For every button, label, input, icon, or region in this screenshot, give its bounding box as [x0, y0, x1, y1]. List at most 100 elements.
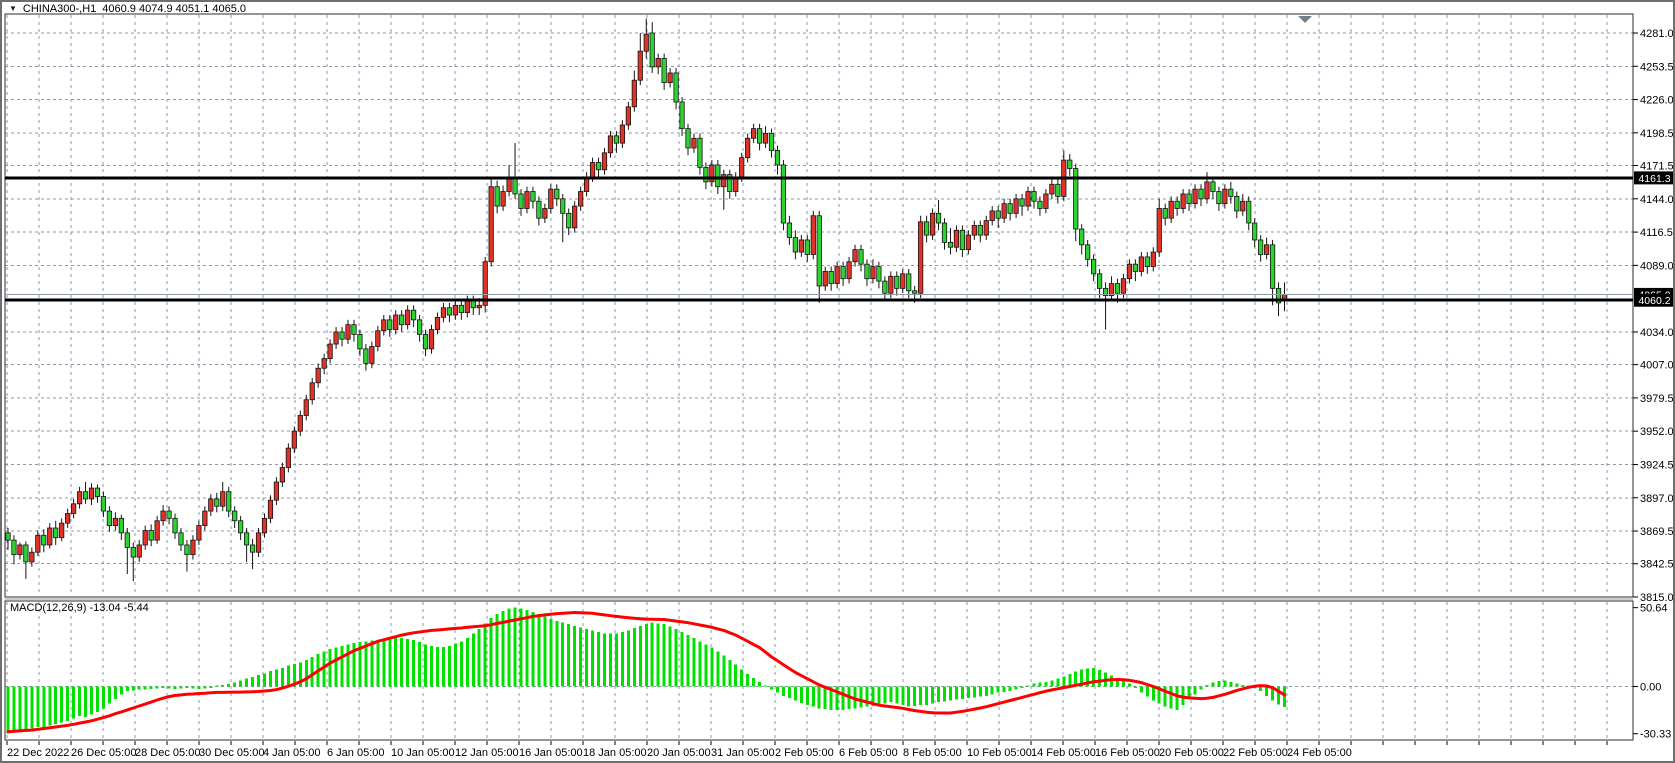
candle	[303, 399, 309, 416]
macd-indicator-label: MACD(12,26,9) -13.04 -5.44	[10, 602, 149, 614]
candle	[870, 266, 876, 280]
candle	[512, 176, 518, 195]
candle	[65, 513, 71, 524]
candle	[1210, 181, 1216, 192]
candle	[1186, 193, 1192, 205]
candle	[1055, 183, 1061, 197]
candle	[488, 186, 494, 263]
price-badges: 4161.34065.04060.2	[1634, 171, 1675, 307]
candle	[727, 174, 733, 192]
candle	[297, 415, 303, 432]
candle	[1144, 256, 1150, 267]
macd-signal-line	[6, 611, 1286, 734]
svg-text:50.64: 50.64	[1640, 603, 1668, 615]
candle	[1067, 159, 1073, 169]
candle	[261, 517, 268, 534]
svg-text:4253.5: 4253.5	[1640, 61, 1674, 73]
svg-text:4281.0: 4281.0	[1640, 28, 1674, 40]
candle	[691, 137, 697, 149]
candle	[643, 33, 649, 52]
candle	[1216, 191, 1222, 205]
candle	[1079, 228, 1085, 246]
candle	[1049, 183, 1055, 195]
svg-text:4034.0: 4034.0	[1640, 327, 1674, 339]
candle	[595, 162, 602, 171]
svg-text:10 Jan 05:00: 10 Jan 05:00	[391, 747, 455, 759]
candle	[589, 162, 596, 178]
svg-text:6 Feb 05:00: 6 Feb 05:00	[839, 747, 898, 759]
candle	[279, 467, 285, 483]
candle	[739, 157, 745, 178]
candlesticks	[5, 18, 1288, 582]
candle	[697, 137, 703, 168]
candle	[918, 221, 924, 294]
candle	[196, 525, 202, 541]
svg-text:4089.0: 4089.0	[1640, 260, 1674, 272]
candle	[1275, 287, 1282, 304]
candle	[136, 544, 142, 558]
candle	[882, 280, 888, 294]
candle	[1240, 200, 1246, 212]
svg-text:16 Jan 05:00: 16 Jan 05:00	[519, 747, 583, 759]
candle	[190, 539, 196, 556]
candle	[76, 491, 83, 505]
candle	[912, 290, 918, 294]
candle	[363, 348, 369, 364]
candle	[894, 275, 900, 289]
svg-text:4007.0: 4007.0	[1640, 360, 1674, 372]
svg-text:12 Jan 05:00: 12 Jan 05:00	[455, 747, 519, 759]
candle	[220, 491, 226, 507]
candle	[1192, 188, 1198, 205]
candle	[160, 510, 166, 522]
chart-titlebar: ▼ CHINA300-,H1 4060.9 4074.9 4051.1 4065…	[9, 2, 246, 15]
candle	[232, 510, 238, 522]
candle	[679, 101, 685, 130]
candle	[667, 72, 673, 84]
candle	[41, 534, 47, 546]
svg-text:3815.0: 3815.0	[1640, 592, 1674, 604]
candle	[381, 319, 387, 332]
candle	[530, 191, 536, 202]
svg-text:4060.2: 4060.2	[1638, 295, 1670, 307]
svg-text:22 Dec 2022: 22 Dec 2022	[7, 747, 69, 759]
svg-text:4144.0: 4144.0	[1640, 194, 1674, 206]
horizontal-level-lines[interactable]	[5, 176, 1633, 302]
candle	[834, 266, 840, 284]
candle	[35, 534, 41, 553]
svg-text:3952.0: 3952.0	[1640, 426, 1674, 438]
candle	[1108, 283, 1115, 297]
candle	[858, 249, 864, 265]
svg-text:18 Jan 05:00: 18 Jan 05:00	[583, 747, 647, 759]
candle	[5, 532, 11, 541]
candle	[357, 333, 363, 350]
candle	[238, 520, 244, 534]
grid-lines	[5, 15, 1633, 739]
candle	[148, 530, 154, 541]
candle	[333, 331, 339, 345]
candle	[536, 200, 542, 219]
svg-text:4116.5: 4116.5	[1640, 227, 1673, 239]
symbol-dropdown-icon[interactable]: ▼	[9, 3, 17, 13]
candle	[208, 498, 214, 512]
price-axis[interactable]: 4281.0 4253.5 4226.0 4198.5 4171.5 4144.0 4116…	[1633, 28, 1674, 604]
candle	[446, 307, 453, 316]
svg-text:2 Feb 05:00: 2 Feb 05:00	[775, 747, 834, 759]
candle	[434, 317, 441, 330]
candle	[387, 319, 393, 330]
svg-text:-30.33: -30.33	[1640, 729, 1671, 741]
candle	[351, 324, 357, 335]
candle	[1091, 258, 1097, 275]
candle	[924, 221, 930, 236]
candle	[267, 499, 274, 519]
candle	[17, 544, 23, 556]
chart-shift-marker-icon[interactable]	[1298, 16, 1312, 23]
candle	[285, 447, 291, 468]
candle	[828, 271, 834, 284]
candle	[1102, 287, 1109, 297]
candle	[864, 263, 870, 280]
svg-text:4161.3: 4161.3	[1638, 173, 1670, 185]
candle	[1073, 168, 1079, 230]
candle	[1228, 188, 1234, 197]
candle	[518, 193, 524, 209]
